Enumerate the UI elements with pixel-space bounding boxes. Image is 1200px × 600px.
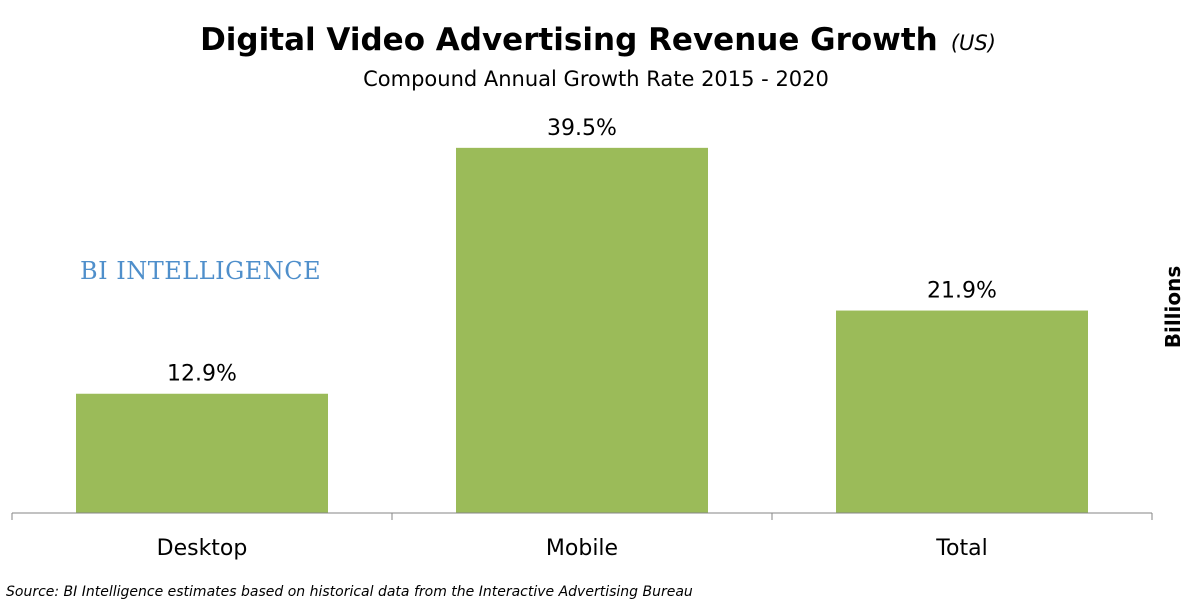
chart-title-suffix: (US) [951, 31, 996, 55]
bi-intelligence-logo: BI INTELLIGENCE [80, 257, 321, 285]
x-tick-label-total: Total [935, 536, 987, 561]
bar-desktop [76, 393, 328, 513]
bar-mobile [456, 147, 708, 513]
x-tick-label-mobile: Mobile [546, 536, 618, 561]
data-label-mobile: 39.5% [547, 116, 617, 141]
bar-total [836, 310, 1088, 513]
x-tick-label-desktop: Desktop [157, 536, 248, 561]
chart-subtitle: Compound Annual Growth Rate 2015 - 2020 [363, 67, 829, 91]
data-label-desktop: 12.9% [167, 362, 237, 387]
chart-title-line: Digital Video Advertising Revenue Growth… [200, 22, 996, 58]
plot-area: 12.9% Desktop 39.5% Mobile 21.9% Total [11, 116, 1153, 561]
data-label-total: 21.9% [927, 279, 997, 304]
y-axis-label: Billions [1161, 266, 1185, 349]
source-note: Source: BI Intelligence estimates based … [6, 584, 693, 600]
chart-title: Digital Video Advertising Revenue Growth [200, 22, 938, 58]
